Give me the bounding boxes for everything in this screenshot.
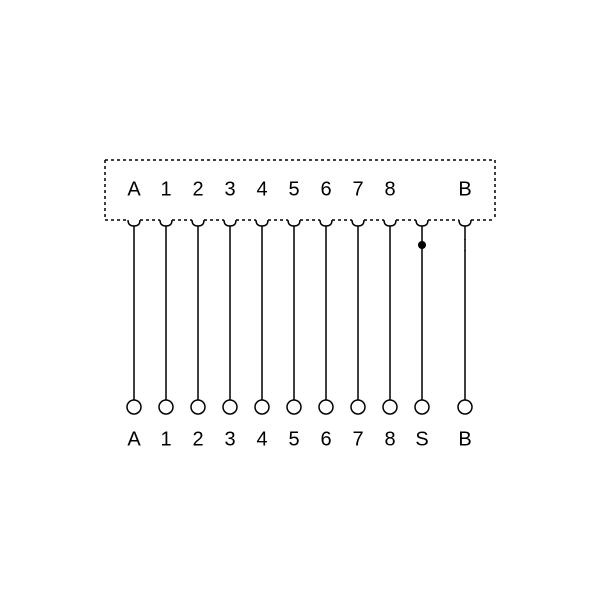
bottom-label: S: [415, 428, 428, 450]
terminal-circle: [255, 400, 269, 414]
bottom-label: A: [127, 428, 141, 450]
box-label: 3: [224, 178, 235, 200]
box-label: 1: [160, 178, 171, 200]
terminal-circle: [351, 400, 365, 414]
terminal-notch: [160, 220, 172, 226]
box-label: 6: [320, 178, 331, 200]
terminal-circle: [383, 400, 397, 414]
terminal-notch: [256, 220, 268, 226]
bottom-label: 8: [384, 428, 395, 450]
bottom-label: 3: [224, 428, 235, 450]
terminal-notch: [459, 220, 471, 226]
terminal-notch: [128, 220, 140, 226]
box-label: B: [458, 178, 471, 200]
terminal-circle: [127, 400, 141, 414]
terminal-circle: [223, 400, 237, 414]
terminal-circle: [191, 400, 205, 414]
terminal-notch: [288, 220, 300, 226]
junction-node: [418, 241, 426, 249]
terminal-circle: [458, 400, 472, 414]
box-label: 2: [192, 178, 203, 200]
box-label: 7: [352, 178, 363, 200]
bottom-label: 5: [288, 428, 299, 450]
bottom-label: 7: [352, 428, 363, 450]
box-label: 8: [384, 178, 395, 200]
bottom-label: B: [458, 428, 471, 450]
bottom-label: 1: [160, 428, 171, 450]
terminal-circle: [287, 400, 301, 414]
terminal-circle: [159, 400, 173, 414]
bottom-label: 4: [256, 428, 267, 450]
terminal-notch: [192, 220, 204, 226]
wiring-diagram: A12345678BA12345678SB: [0, 0, 600, 600]
terminal-circle: [415, 400, 429, 414]
terminal-notch: [224, 220, 236, 226]
bottom-label: 2: [192, 428, 203, 450]
box-label: 4: [256, 178, 267, 200]
box-label: A: [127, 178, 141, 200]
terminal-notch: [352, 220, 364, 226]
terminal-notch: [416, 220, 428, 226]
box-label: 5: [288, 178, 299, 200]
bottom-label: 6: [320, 428, 331, 450]
terminal-circle: [319, 400, 333, 414]
terminal-notch: [320, 220, 332, 226]
terminal-notch: [384, 220, 396, 226]
